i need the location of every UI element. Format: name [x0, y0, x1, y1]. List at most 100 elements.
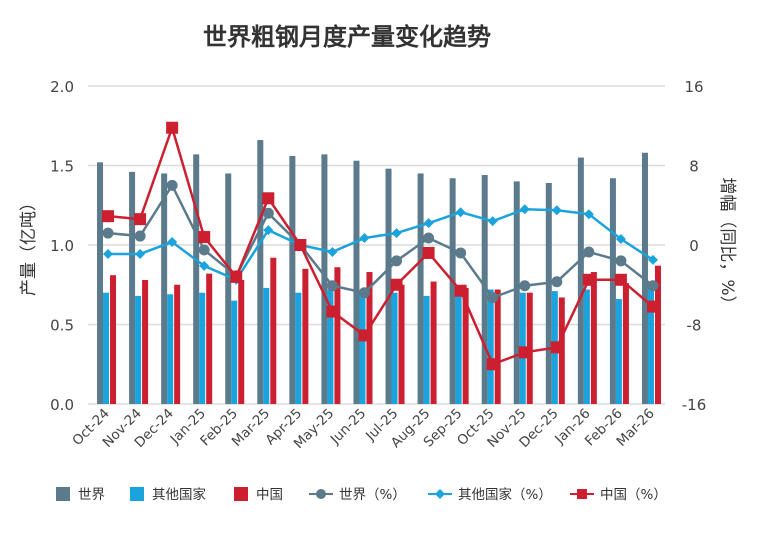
y2-axis-ticks: -16 -8 0 8 16 — [682, 78, 707, 414]
bar-世界 — [161, 173, 168, 404]
point-其他国家（%） — [583, 209, 594, 220]
bar-其他国家 — [615, 299, 622, 404]
bar-中国 — [462, 287, 469, 404]
bar-其他国家 — [103, 292, 110, 404]
bar-其他国家 — [455, 292, 462, 404]
bar-其他国家 — [231, 300, 238, 404]
bar-其他国家 — [167, 294, 174, 404]
bar-中国 — [110, 275, 117, 404]
point-其他国家（%） — [615, 234, 626, 245]
point-其他国家（%） — [263, 225, 274, 236]
point-其他国家（%） — [199, 260, 210, 271]
point-中国（%） — [294, 239, 307, 251]
bar-世界 — [513, 181, 520, 404]
bar-中国 — [622, 283, 629, 404]
bar-中国 — [270, 257, 277, 404]
point-中国（%） — [134, 213, 147, 226]
point-世界（%） — [326, 280, 338, 292]
bar-世界 — [321, 154, 328, 404]
bar-世界 — [257, 140, 264, 404]
bar-中国 — [206, 273, 213, 404]
point-其他国家（%） — [167, 237, 178, 248]
bar-其他国家 — [199, 292, 206, 404]
lines — [102, 121, 659, 371]
bar-中国 — [494, 289, 501, 404]
bar-中国 — [142, 279, 149, 404]
bar-其他国家 — [263, 287, 270, 404]
point-其他国家（%） — [647, 254, 658, 265]
legend-label: 其他国家（%） — [458, 486, 552, 503]
point-世界（%） — [519, 280, 531, 292]
y-tick-label: 0.0 — [50, 396, 74, 414]
point-世界（%） — [262, 207, 274, 219]
point-中国（%） — [102, 210, 115, 223]
point-世界（%） — [455, 247, 467, 259]
bar-其他国家 — [487, 289, 494, 404]
bar-其他国家 — [359, 292, 366, 404]
bar-世界 — [193, 154, 200, 404]
legend-label: 中国 — [256, 487, 283, 503]
point-世界（%） — [166, 179, 178, 191]
point-世界（%） — [551, 276, 563, 288]
bar-中国 — [174, 284, 181, 404]
bar-其他国家 — [647, 287, 654, 404]
point-世界（%） — [615, 255, 627, 267]
bar-世界 — [129, 171, 136, 404]
y-tick-label: 1.0 — [50, 237, 74, 255]
point-其他国家（%） — [519, 204, 530, 215]
legend-label: 中国（%） — [600, 487, 667, 503]
bar-其他国家 — [583, 289, 590, 404]
legend-marker — [316, 489, 326, 499]
point-中国（%） — [486, 358, 499, 371]
bar-世界 — [449, 178, 456, 404]
point-中国（%） — [230, 270, 243, 283]
point-其他国家（%） — [455, 207, 466, 218]
y2-tick-label: 16 — [684, 78, 703, 96]
legend-label: 世界 — [78, 487, 105, 503]
point-中国（%） — [646, 300, 659, 313]
point-中国（%） — [614, 273, 627, 286]
y-tick-label: 1.5 — [50, 158, 74, 176]
point-中国（%） — [454, 284, 467, 297]
point-世界（%） — [487, 292, 499, 304]
point-世界（%） — [583, 246, 595, 258]
point-中国（%） — [582, 273, 595, 286]
point-其他国家（%） — [135, 248, 146, 259]
point-世界（%） — [423, 232, 435, 244]
bar-世界 — [417, 173, 424, 404]
bar-中国 — [430, 281, 437, 404]
bar-中国 — [302, 268, 309, 404]
bar-世界 — [545, 182, 552, 404]
point-其他国家（%） — [551, 205, 562, 216]
bar-世界 — [481, 175, 488, 404]
bar-世界 — [353, 160, 360, 404]
y-axis-ticks: 0.0 0.5 1.0 1.5 2.0 — [50, 78, 74, 414]
legend-swatch — [234, 487, 248, 501]
bars — [97, 140, 661, 404]
bar-其他国家 — [423, 295, 430, 404]
legend-marker — [577, 489, 587, 499]
bar-世界 — [577, 157, 584, 404]
bar-其他国家 — [295, 292, 302, 404]
y2-axis-label: 增幅（同比，%） — [717, 177, 737, 312]
line-中国（%） — [107, 123, 654, 366]
bar-其他国家 — [135, 295, 142, 404]
bar-世界 — [609, 178, 616, 404]
point-世界（%） — [647, 280, 659, 292]
legend-marker — [435, 489, 445, 499]
point-中国（%） — [198, 231, 211, 244]
legend-label: 其他国家 — [152, 486, 206, 503]
point-中国（%） — [262, 192, 275, 205]
point-世界（%） — [198, 244, 210, 256]
bar-其他国家 — [391, 292, 398, 404]
bar-中国 — [398, 284, 405, 404]
chart-title: 世界粗钢月度产量变化趋势 — [203, 23, 491, 51]
point-其他国家（%） — [103, 248, 114, 259]
y-tick-label: 0.5 — [50, 317, 74, 335]
bar-其他国家 — [327, 289, 334, 404]
point-其他国家（%） — [327, 246, 338, 257]
y2-tick-label: 8 — [689, 158, 699, 176]
line-世界（%） — [107, 182, 654, 300]
point-世界（%） — [358, 287, 370, 299]
